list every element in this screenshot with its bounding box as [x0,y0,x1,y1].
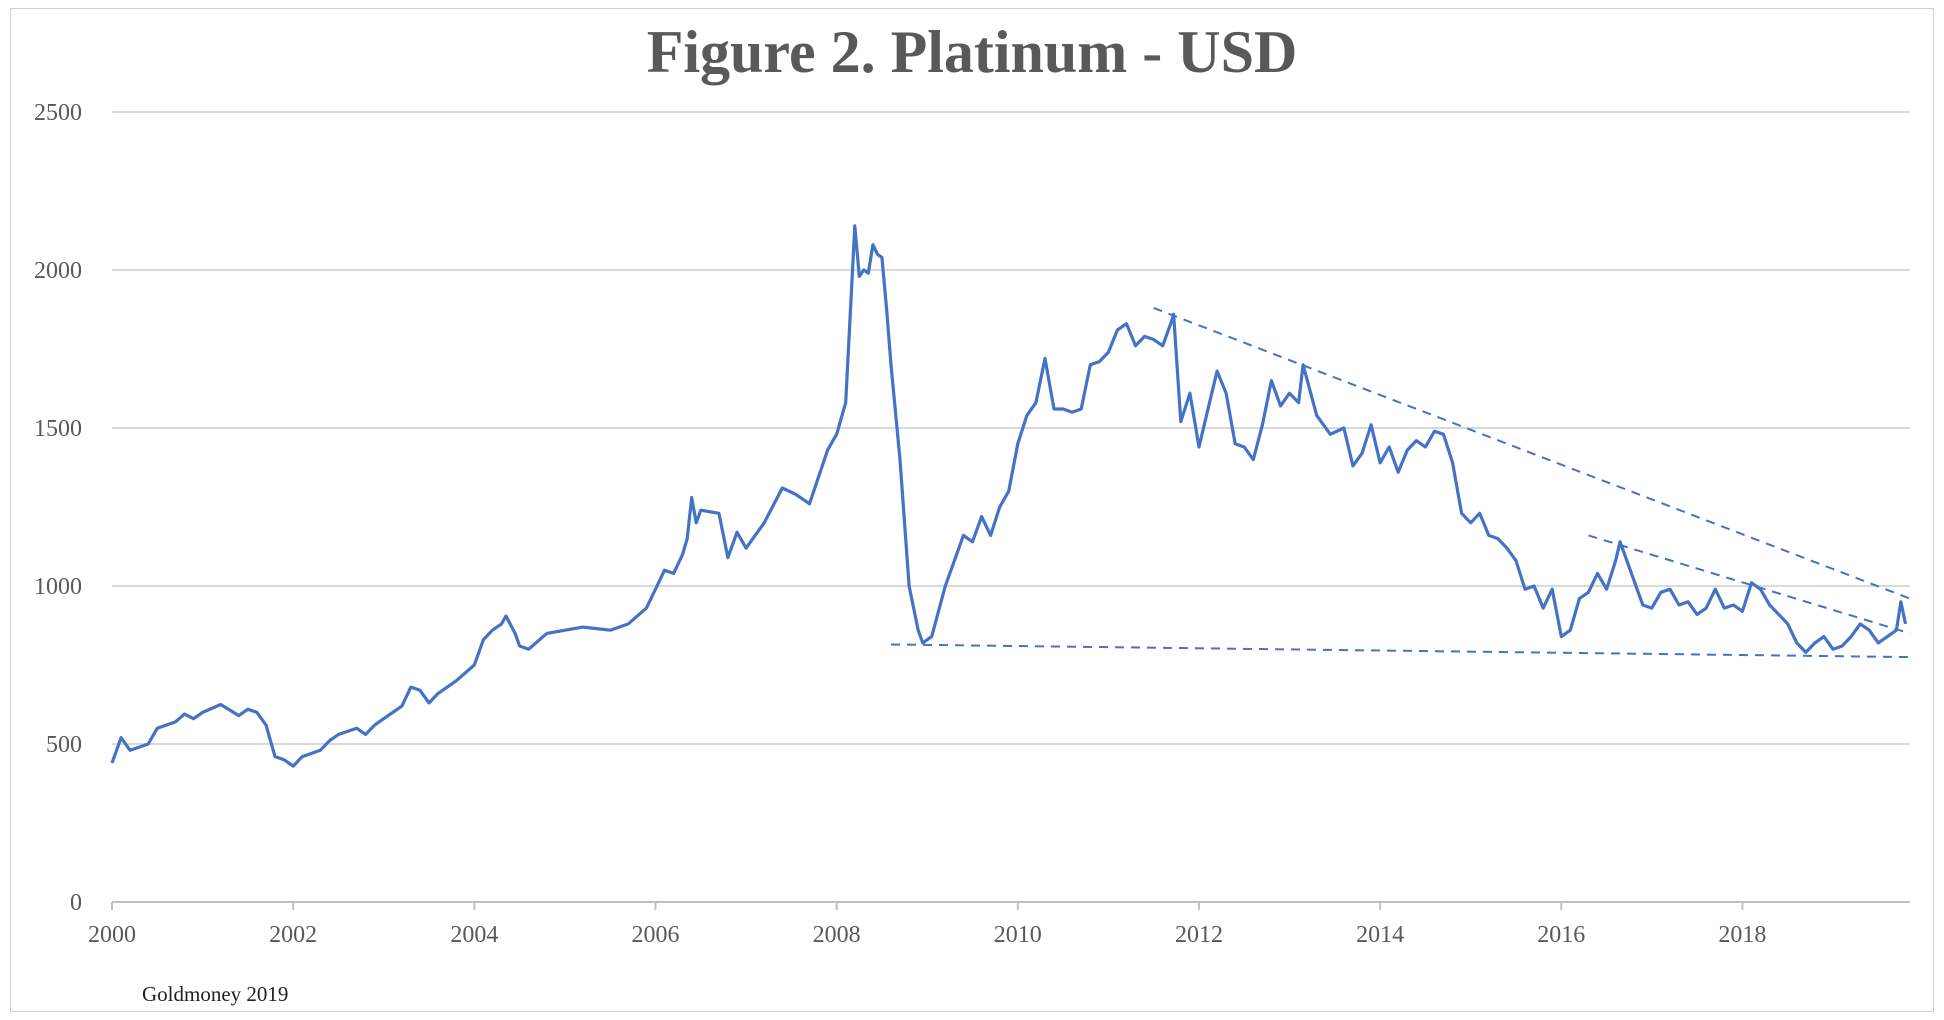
x-tick-label-2012: 2012 [1175,922,1223,948]
y-tick-label-1000: 1000 [34,574,82,600]
chart-title: Figure 2. Platinum - USD [646,19,1298,85]
x-tick-label-2018: 2018 [1718,922,1766,948]
trendline-2 [1588,534,1911,635]
y-tick-label-500: 500 [46,732,82,758]
x-tick-label-2010: 2010 [994,922,1042,948]
x-tick-label-2004: 2004 [450,922,498,948]
x-tick-label-2008: 2008 [813,922,861,948]
y-tick-label-2500: 2500 [34,100,82,126]
trendline-3 [890,643,1911,659]
series-line-platinum [110,224,1908,768]
x-tick-label-2000: 2000 [88,922,136,948]
x-tick-label-2016: 2016 [1537,922,1585,948]
source-note: Goldmoney 2019 [142,982,289,1006]
y-tick-label-0: 0 [70,890,82,916]
x-tick-label-2006: 2006 [631,922,679,948]
chart-frame [10,8,1934,1012]
x-tick-label-2002: 2002 [269,922,317,948]
x-tick-label-2014: 2014 [1356,922,1404,948]
y-tick-label-2000: 2000 [34,258,82,284]
y-tick-label-1500: 1500 [34,416,82,442]
trendline-1 [1153,306,1911,600]
